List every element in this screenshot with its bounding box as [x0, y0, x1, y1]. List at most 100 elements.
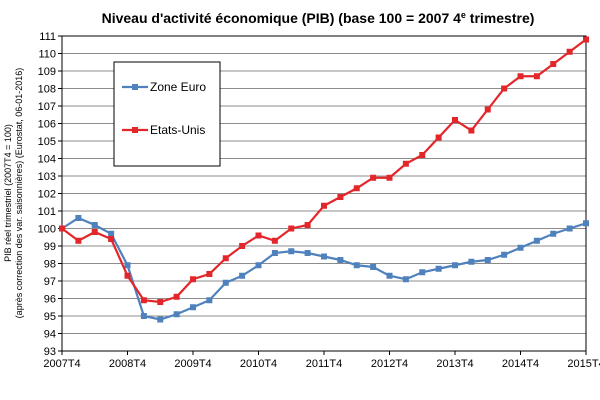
data-point	[566, 48, 573, 55]
y-axis: 93 94 95 96 97 98 99 100 101 102 103 104 105 106 107 10…	[38, 31, 62, 358]
data-point	[517, 244, 524, 251]
legend-box	[113, 61, 221, 167]
data-point	[337, 257, 344, 263]
legend-swatch-marker	[132, 127, 138, 133]
data-point	[140, 297, 147, 304]
data-point	[255, 232, 262, 239]
data-point	[124, 272, 131, 279]
data-point	[484, 257, 491, 263]
data-point	[271, 237, 278, 244]
data-point	[91, 229, 98, 235]
data-point	[157, 299, 164, 305]
data-point	[550, 61, 557, 67]
data-point	[239, 272, 246, 279]
x-tick-label: 2014T4	[502, 358, 539, 370]
data-point	[419, 152, 426, 158]
y-tick-label: 99	[44, 241, 56, 253]
y-tick-label: 97	[44, 276, 56, 288]
data-point	[304, 250, 311, 256]
data-point	[206, 271, 213, 277]
data-point	[435, 134, 442, 141]
y-axis-label-note: (après correction des var. saisonnières)…	[14, 68, 24, 319]
data-point	[533, 237, 540, 244]
y-tick-label: 104	[38, 154, 56, 166]
data-point	[321, 202, 327, 209]
data-point	[190, 276, 196, 283]
data-point	[337, 194, 344, 200]
data-point	[533, 73, 540, 80]
data-point	[402, 276, 409, 283]
y-tick-label: 100	[38, 224, 56, 236]
data-point	[583, 36, 589, 43]
chart-title: Niveau d'activité économique (PIB) (base…	[102, 10, 535, 26]
data-point	[255, 262, 262, 269]
y-tick-label: 98	[44, 259, 56, 271]
y-axis-label: PIB réel trimestriel (2007T4 = 100)	[3, 124, 13, 262]
data-point	[140, 313, 147, 319]
y-tick-label: 105	[38, 136, 56, 148]
data-point	[501, 85, 508, 92]
data-point	[353, 262, 360, 269]
data-point	[222, 255, 229, 262]
data-point	[583, 220, 589, 227]
x-tick-label: 2011T4	[306, 358, 343, 370]
series-line	[61, 216, 587, 321]
legend-label: Zone Euro	[150, 80, 206, 94]
data-point	[468, 127, 475, 134]
data-point	[75, 215, 82, 221]
data-point	[402, 160, 409, 167]
data-point	[91, 222, 98, 228]
data-point	[468, 258, 475, 265]
data-point	[501, 251, 508, 258]
data-point	[484, 106, 491, 113]
y-tick-label: 108	[38, 84, 56, 96]
x-tick-label: 2009T4	[174, 358, 211, 370]
y-tick-label: 102	[38, 189, 56, 201]
y-tick-label: 111	[39, 31, 56, 43]
legend: Zone Euro Etats-Unis	[113, 61, 221, 167]
data-point	[370, 174, 377, 181]
data-point	[452, 262, 458, 269]
data-point	[108, 236, 115, 242]
data-point	[435, 265, 442, 272]
data-point	[386, 174, 393, 181]
data-point	[75, 237, 82, 244]
y-tick-label: 109	[38, 66, 56, 78]
x-tick-label: 2007T4	[43, 358, 80, 370]
data-point	[206, 297, 213, 304]
data-point	[321, 253, 327, 260]
data-point	[419, 269, 426, 276]
y-tick-label: 96	[44, 294, 56, 306]
data-point	[124, 262, 131, 269]
y-tick-label: 93	[44, 346, 56, 358]
y-tick-label: 106	[38, 119, 56, 131]
series-etats-unis	[59, 36, 589, 305]
data-point	[370, 264, 377, 270]
x-tick-label: 2012T4	[371, 358, 408, 370]
data-point	[550, 230, 557, 237]
data-point	[157, 316, 164, 323]
y-tick-label: 94	[44, 329, 56, 341]
data-point	[288, 248, 295, 255]
data-point	[59, 225, 65, 232]
legend-label: Etats-Unis	[150, 123, 205, 137]
data-point	[517, 73, 524, 80]
y-tick-label: 101	[38, 206, 56, 218]
data-point	[353, 185, 360, 192]
data-point	[190, 304, 196, 311]
data-point	[271, 250, 278, 256]
y-tick-label: 95	[44, 311, 56, 323]
x-tick-label: 2008T4	[109, 358, 146, 370]
series-layer	[59, 36, 589, 323]
x-tick-label: 2013T4	[436, 358, 473, 370]
data-point	[173, 293, 180, 300]
series-zone-euro	[59, 215, 589, 323]
x-tick-label: 2015T4	[567, 358, 600, 370]
x-tick-label: 2010T4	[240, 358, 277, 370]
y-tick-label: 110	[38, 49, 56, 61]
data-point	[304, 222, 311, 228]
data-point	[173, 311, 180, 318]
data-point	[452, 117, 458, 123]
data-point	[222, 279, 229, 286]
legend-swatch-marker	[132, 84, 138, 90]
